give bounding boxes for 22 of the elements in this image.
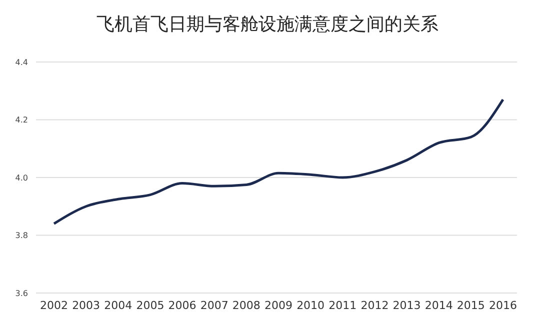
x-tick-label: 2004	[104, 298, 132, 312]
y-tick-label: 3.6	[15, 288, 28, 298]
x-tick-label: 2010	[296, 298, 325, 312]
line-series	[52, 98, 504, 225]
chart-title: 飞机首飞日期与客舱设施满意度之间的关系	[96, 13, 440, 37]
y-tick-label: 4.4	[15, 58, 28, 67]
x-tick-label: 2015	[456, 298, 485, 312]
x-tick-label: 2011	[328, 298, 357, 312]
x-tick-label: 2002	[40, 298, 68, 312]
y-tick-label: 4.2	[15, 116, 28, 125]
x-tick-label: 2013	[392, 298, 421, 312]
x-tick-label: 2008	[232, 298, 260, 312]
x-tick-label: 2005	[136, 298, 164, 312]
x-tick-label: 2009	[264, 298, 292, 312]
x-tick-label: 2012	[360, 298, 389, 312]
x-tick-label: 2007	[200, 298, 228, 312]
x-tick-label: 2003	[72, 298, 100, 312]
y-tick-label: 4.0	[15, 173, 28, 182]
y-tick-label: 3.8	[15, 231, 28, 240]
x-tick-label: 2006	[168, 298, 196, 312]
x-tick-label: 2016	[489, 298, 517, 312]
x-tick-label: 2014	[424, 298, 453, 312]
